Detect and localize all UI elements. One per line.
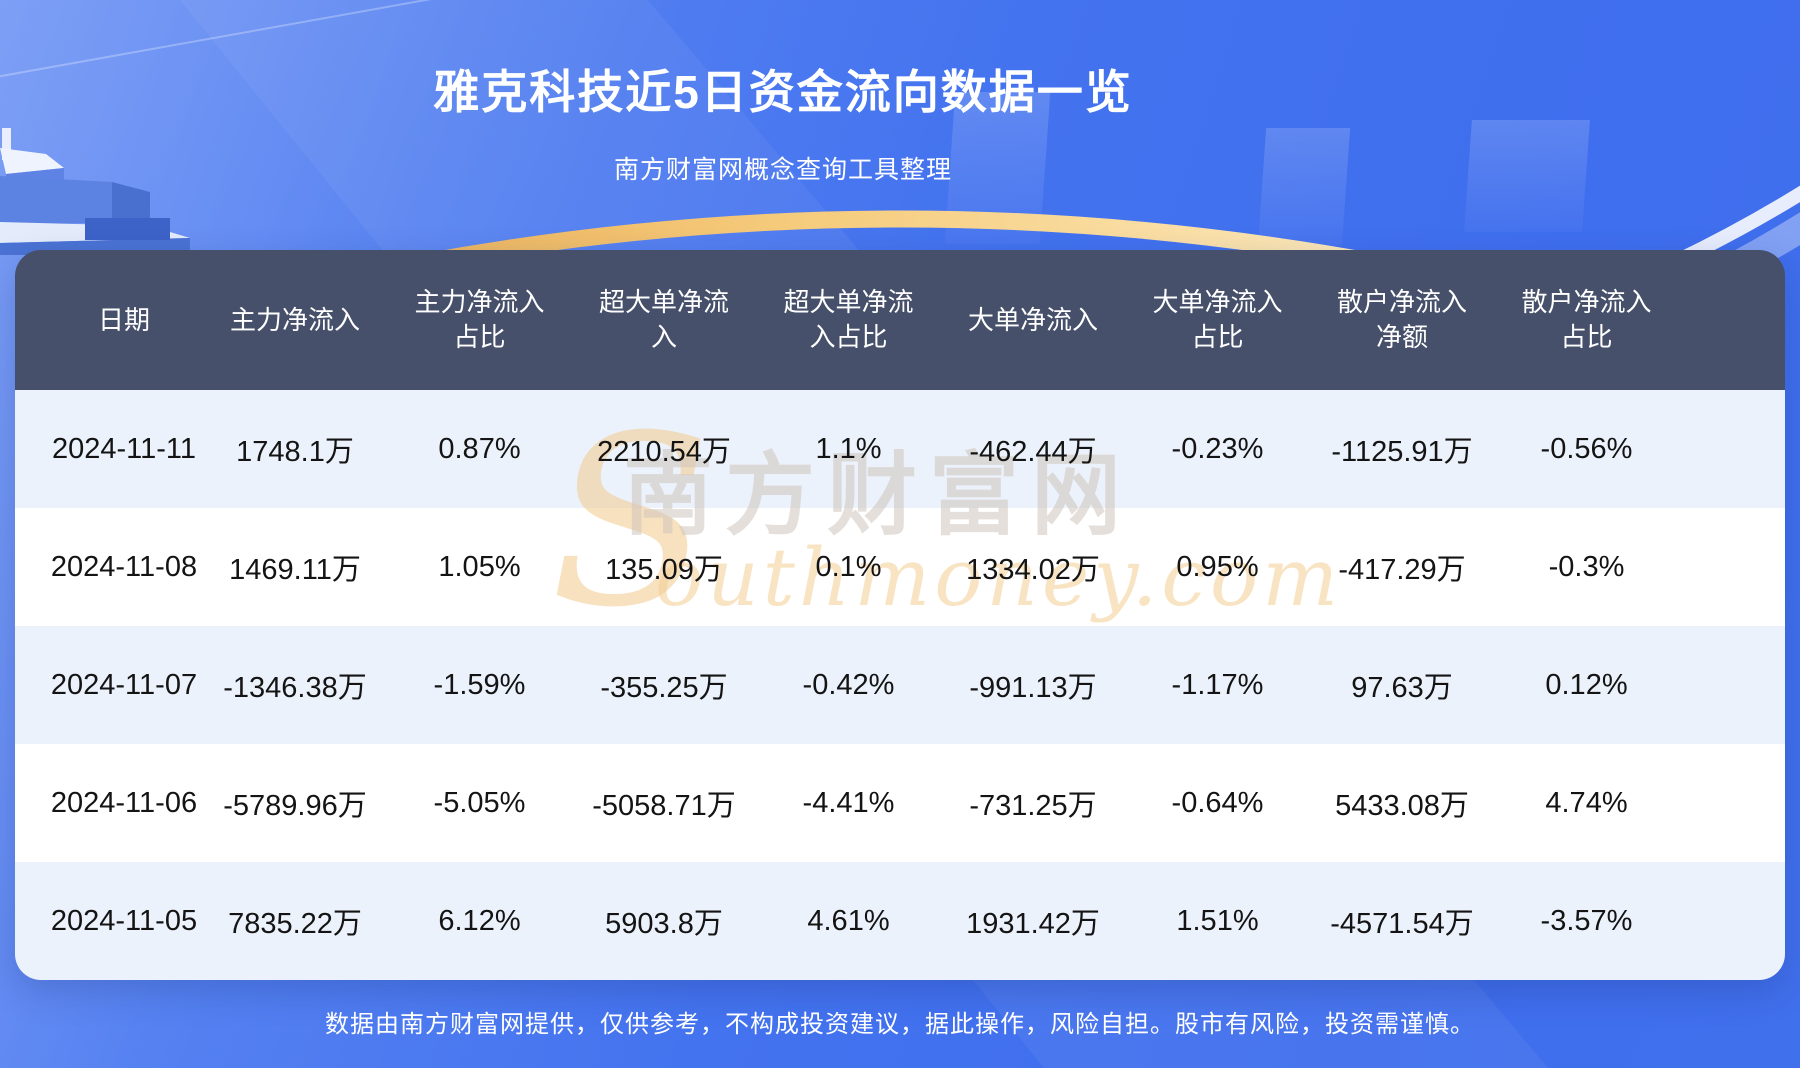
table-cell: -1.59% [433, 668, 526, 701]
table-cell: -5789.96万 [223, 790, 367, 822]
table-cell: -3.57% [1540, 904, 1633, 937]
table-cell: 0.87% [438, 432, 521, 465]
table-cell: -1346.38万 [223, 672, 367, 704]
table-row: 2024-11-06 -5789.96万 -5.05% -5058.71万 -4.41%… [15, 744, 1785, 862]
table-cell: 4.61% [807, 904, 890, 937]
table-cell: 135.09万 [605, 554, 723, 586]
table-cell: -355.25万 [600, 672, 728, 704]
table-cell: 1931.42万 [966, 908, 1100, 940]
table-cell: 97.63万 [1351, 672, 1453, 704]
table-cell: -462.44万 [969, 436, 1097, 468]
page-subtitle: 南方财富网概念查询工具整理 [613, 156, 952, 184]
table-cell: -0.42% [802, 668, 895, 701]
table-cell: 2210.54万 [597, 436, 731, 468]
column-header: 超大单净流 入占比 [783, 287, 914, 352]
table-cell: -0.64% [1171, 786, 1264, 819]
table-row: 2024-11-11 1748.1万 0.87% 2210.54万 1.1% -462.4… [15, 390, 1785, 508]
table-cell: 2024-11-11 [51, 432, 197, 465]
table-cell: 2024-11-06 [50, 786, 198, 819]
table-cell: 0.1% [815, 550, 882, 583]
column-header: 散户净流入 净额 [1336, 287, 1467, 352]
table-cell: 1334.02万 [966, 554, 1100, 586]
table-row: 2024-11-05 7835.22万 6.12% 5903.8万 4.61% 1931.… [15, 862, 1785, 980]
column-header: 散户净流入 占比 [1521, 287, 1652, 352]
table-cell: 7835.22万 [228, 908, 362, 940]
table-cell: -0.23% [1171, 432, 1264, 465]
table-cell: 1.05% [438, 550, 521, 583]
table-cell: 6.12% [438, 904, 521, 937]
table-cell: -991.13万 [969, 672, 1097, 704]
table-cell: -4.41% [802, 786, 895, 819]
footer-note: 数据由南方财富网提供，仅供参考，不构成投资建议，据此操作，风险自担。股市有风险，… [325, 1011, 1475, 1038]
table-cell: 1.1% [815, 432, 882, 465]
table-cell: -1.17% [1171, 668, 1264, 701]
table-cell: 2024-11-05 [50, 904, 198, 937]
column-header: 大单净流入 [967, 304, 1098, 335]
page-title: 雅克科技近5日资金流向数据一览 [433, 66, 1133, 118]
table-row: 2024-11-07 -1346.38万 -1.59% -355.25万 -0.42% -… [15, 626, 1785, 744]
table-cell: -731.25万 [969, 790, 1097, 822]
table-body: 2024-11-11 1748.1万 0.87% 2210.54万 1.1% -462.4… [15, 390, 1785, 980]
column-header: 日期 [97, 304, 150, 335]
table-cell: -0.56% [1540, 432, 1633, 465]
table-cell: 0.12% [1545, 668, 1628, 701]
table-cell: 1748.1万 [236, 436, 354, 468]
column-header: 主力净流入 占比 [414, 287, 545, 352]
table-cell: 5433.08万 [1335, 790, 1469, 822]
glass-panel-decoration [1257, 128, 1351, 246]
table-header-row: 日期 主力净流入 主力净流入 占比 超大单净流 入超大单净流 入占比 大单净流入 大单净流… [15, 250, 1785, 390]
table-cell: -1125.91万 [1331, 436, 1473, 468]
table-cell: -4571.54万 [1330, 908, 1474, 940]
table-cell: -417.29万 [1338, 554, 1466, 586]
column-header: 主力净流入 [229, 304, 360, 335]
table-row: 2024-11-08 1469.11万 1.05% 135.09万 0.1% 1334.0… [15, 508, 1785, 626]
table-cell: -5058.71万 [592, 790, 736, 822]
table-cell: -5.05% [433, 786, 526, 819]
column-header: 超大单净流 入 [598, 287, 729, 352]
table-cell: 1.51% [1176, 904, 1259, 937]
table-cell: 4.74% [1545, 786, 1628, 819]
table-cell: 5903.8万 [605, 908, 723, 940]
table-cell: 1469.11万 [229, 554, 361, 586]
table-cell: 0.95% [1176, 550, 1259, 583]
fund-flow-table: 日期 主力净流入 主力净流入 占比 超大单净流 入超大单净流 入占比 大单净流入 大单净流… [15, 250, 1785, 980]
column-header: 大单净流入 占比 [1152, 287, 1283, 352]
table-cell: -0.3% [1548, 550, 1625, 583]
table-cell: 2024-11-08 [50, 550, 198, 583]
table-cell: 2024-11-07 [50, 668, 198, 701]
